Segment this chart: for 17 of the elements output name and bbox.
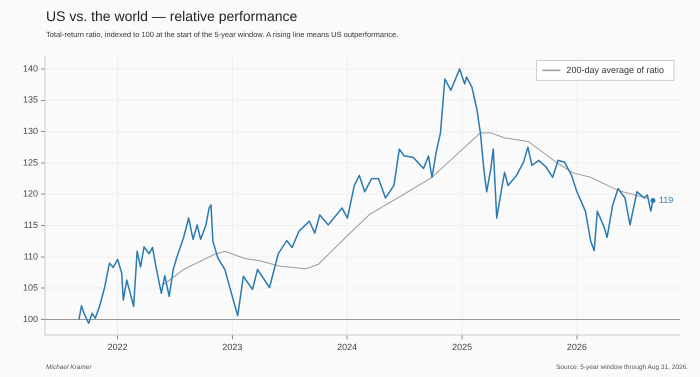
- x-tick-label: 2025: [452, 342, 472, 352]
- y-tick-label: 125: [22, 157, 38, 168]
- y-tick-label: 135: [22, 94, 38, 105]
- y-tick-label: 130: [22, 126, 38, 136]
- x-tick-label: 2026: [566, 342, 587, 352]
- y-tick-label: 115: [24, 220, 38, 230]
- y-tick-label: 105: [22, 282, 38, 293]
- y-tick-label: 140: [22, 63, 38, 74]
- x-tick-label: 2023: [222, 342, 242, 352]
- y-tick-label: 120: [22, 188, 38, 199]
- annotation: 119: [658, 194, 674, 205]
- y-tick-label: 100: [22, 314, 38, 324]
- x-tick-label: 2022: [108, 342, 128, 352]
- chart-title: US vs. the world — relative performance: [46, 8, 298, 24]
- y-tick-label: 110: [24, 251, 38, 262]
- legend-label: 200-day average of ratio: [566, 64, 664, 75]
- x-tick-label: 2024: [337, 342, 358, 352]
